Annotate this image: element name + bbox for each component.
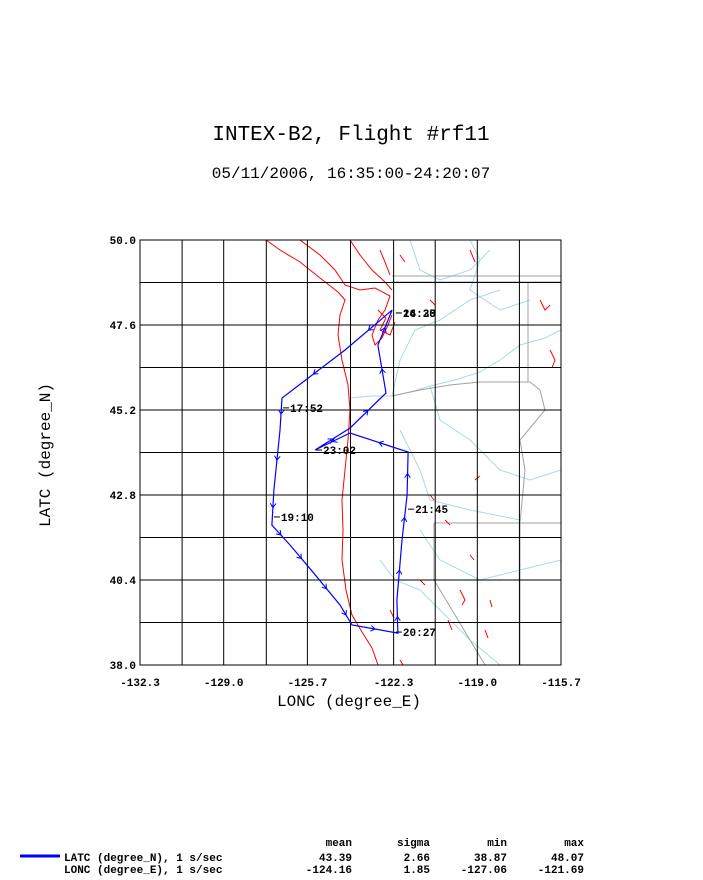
x-axis-label: LONC (degree_E) bbox=[277, 693, 421, 711]
direction-arrow bbox=[395, 569, 403, 575]
direction-arrow bbox=[380, 326, 387, 333]
chart-title: INTEX-B2, Flight #rf11 bbox=[212, 124, 489, 147]
direction-arrow bbox=[379, 368, 386, 374]
time-label: 20:27 bbox=[403, 628, 436, 640]
chart-subtitle: 05/11/2006, 16:35:00-24:20:07 bbox=[212, 165, 490, 183]
direction-arrow bbox=[269, 503, 277, 509]
y-tick-label: 47.6 bbox=[110, 321, 136, 333]
time-label: 16:35 bbox=[403, 309, 436, 321]
stats-value: -124.16 bbox=[306, 865, 352, 877]
stats-row-label: LONC (degree_E), 1 s/sec bbox=[64, 865, 222, 877]
stats-value: 43.39 bbox=[319, 853, 352, 865]
direction-arrow bbox=[296, 553, 302, 560]
stats-value: -121.69 bbox=[538, 865, 584, 877]
x-tick-label: -119.0 bbox=[458, 678, 498, 690]
direction-arrow bbox=[275, 529, 282, 536]
time-label: 17:52 bbox=[290, 404, 323, 416]
y-axis-label: LATC (degree_N) bbox=[37, 383, 55, 527]
direction-arrow bbox=[404, 472, 411, 479]
direction-arrow bbox=[278, 409, 285, 415]
x-tick-label: -115.7 bbox=[541, 678, 581, 690]
y-tick-label: 38.0 bbox=[110, 661, 136, 673]
time-label: 19:10 bbox=[281, 513, 314, 525]
direction-arrow bbox=[370, 625, 376, 632]
y-tick-label: 40.4 bbox=[110, 576, 137, 588]
direction-arrow bbox=[394, 615, 401, 622]
direction-arrow bbox=[331, 436, 338, 443]
time-label: 24:20 bbox=[403, 309, 436, 321]
stats-row-label: LATC (degree_N), 1 s/sec bbox=[64, 853, 222, 865]
stats-value: -127.06 bbox=[461, 865, 507, 877]
time-label: 23:02 bbox=[323, 446, 356, 458]
direction-arrow bbox=[362, 409, 369, 416]
direction-arrow bbox=[327, 438, 334, 444]
direction-arrow bbox=[367, 325, 374, 331]
stats-value: 2.66 bbox=[404, 853, 430, 865]
y-tick-label: 50.0 bbox=[110, 236, 136, 248]
stats-value: 38.87 bbox=[474, 853, 507, 865]
x-tick-label: -129.0 bbox=[204, 678, 244, 690]
x-tick-label: -125.7 bbox=[288, 678, 328, 690]
direction-arrow bbox=[274, 455, 281, 461]
stats-value: 1.85 bbox=[404, 865, 431, 877]
stats-header: mean bbox=[326, 838, 352, 850]
time-label: 21:45 bbox=[415, 505, 448, 517]
x-tick-label: -122.3 bbox=[374, 678, 414, 690]
stats-header: sigma bbox=[397, 838, 430, 850]
stats-value: 48.07 bbox=[551, 853, 584, 865]
direction-arrow bbox=[321, 583, 328, 590]
direction-arrow bbox=[400, 516, 408, 523]
y-tick-label: 45.2 bbox=[110, 406, 136, 418]
stats-header: min bbox=[487, 838, 507, 850]
stats-header: max bbox=[564, 838, 584, 850]
x-tick-label: -132.3 bbox=[120, 678, 160, 690]
direction-arrow bbox=[341, 610, 347, 616]
flight-track bbox=[271, 309, 409, 634]
y-tick-label: 42.8 bbox=[110, 491, 137, 503]
direction-arrow bbox=[378, 440, 384, 447]
direction-arrow bbox=[312, 369, 319, 375]
